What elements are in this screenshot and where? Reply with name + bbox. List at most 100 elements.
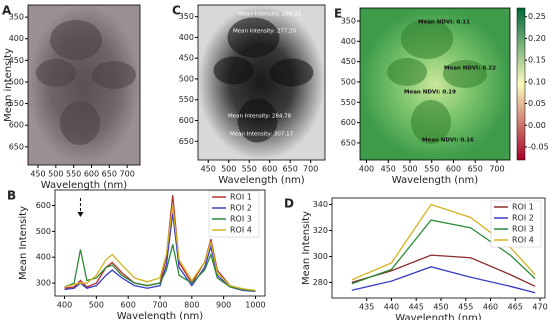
x-tick-label: 600 <box>121 301 136 310</box>
x-tick-label: 900 <box>216 301 231 310</box>
x-axis-title: Wavelength (nm) <box>395 313 481 320</box>
x-tick-label: 600 <box>446 165 461 174</box>
x-tick-label: 450 <box>381 165 396 174</box>
y-tick-label: 300 <box>313 252 328 261</box>
x-tick-label: 800 <box>184 301 199 310</box>
y-axis-title: Mean Intensity <box>18 206 29 280</box>
x-tick-label: 500 <box>48 170 63 179</box>
x-tick-label: 450 <box>201 165 216 174</box>
legend-label: ROI 2 <box>230 204 252 213</box>
y-tick-label: 500 <box>9 77 24 86</box>
x-axis-title: Wavelength (nm) <box>218 175 304 186</box>
annotation: Mean NDVI: 0.22 <box>444 66 496 72</box>
x-tick-label: 550 <box>424 165 439 174</box>
colorbar <box>516 7 526 161</box>
x-tick-label: 445 <box>409 303 424 312</box>
leaf <box>50 20 102 60</box>
x-tick-label: 455 <box>458 303 473 312</box>
arrow-head <box>77 212 84 217</box>
colorbar-tick-label: 0.25 <box>528 12 546 21</box>
y-tick-label: 280 <box>313 278 328 287</box>
colorbar-tick-label: 0.00 <box>528 121 546 130</box>
x-tick-label: 400 <box>359 165 374 174</box>
annotation: Mean NDVI: 0.19 <box>404 90 456 96</box>
y-tick-label: 340 <box>313 200 328 209</box>
axes-frame <box>331 197 546 299</box>
legend-label: ROI 1 <box>512 203 534 212</box>
colorbar-tick-label: 0.10 <box>528 77 546 86</box>
y-tick-label: 650 <box>9 142 24 151</box>
x-tick-label: 470 <box>532 303 547 312</box>
panel-label: B <box>7 189 16 203</box>
y-tick-label: 350 <box>9 13 24 22</box>
x-tick-label: 650 <box>283 165 298 174</box>
x-tick-label: 450 <box>30 170 45 179</box>
line <box>351 203 536 281</box>
annotation: Mean NDVI: 0.16 <box>422 138 474 144</box>
x-tick-label: 550 <box>66 170 81 179</box>
axes-frame <box>197 4 326 161</box>
leaf <box>443 60 487 88</box>
y-tick-label: 400 <box>9 34 24 43</box>
x-tick-label: 460 <box>483 303 498 312</box>
colorbar-tick-label: 0.15 <box>528 56 546 65</box>
legend-label: ROI 4 <box>230 226 252 235</box>
y-tick-label: 550 <box>179 95 194 104</box>
y-tick-label: 600 <box>36 201 51 210</box>
x-tick-label: 500 <box>402 165 417 174</box>
leaf <box>411 100 451 144</box>
y-tick-label: 650 <box>179 137 194 146</box>
y-tick-label: 450 <box>179 54 194 63</box>
x-axis-title: Wavelength (nm) <box>117 311 203 320</box>
x-axis-title: Wavelength (nm) <box>41 180 127 191</box>
panel-label: E <box>334 7 342 21</box>
line <box>64 244 256 292</box>
y-tick-label: 500 <box>36 227 51 236</box>
panel-label: A <box>2 4 12 18</box>
colorbar-tick-label: 0.20 <box>528 34 546 43</box>
axes-frame <box>359 7 511 161</box>
panel-label: C <box>172 4 181 18</box>
x-tick-label: 700 <box>489 165 504 174</box>
x-tick-label: 650 <box>468 165 483 174</box>
y-tick-label: 550 <box>341 98 356 107</box>
x-tick-label: 450 <box>433 303 448 312</box>
legend-label: ROI 3 <box>230 215 252 224</box>
y-tick-label: 450 <box>341 57 356 66</box>
colorbar-tick-label: 0.05 <box>528 99 546 108</box>
y-tick-label: 650 <box>341 138 356 147</box>
line <box>351 266 536 294</box>
leaf <box>60 101 100 145</box>
colorbar-tick-label: -0.05 <box>528 142 549 151</box>
x-tick-label: 550 <box>242 165 257 174</box>
annotation: Mean Intensity: 307.17 <box>230 132 294 138</box>
leaf <box>36 59 76 87</box>
annotation: Mean Intensity: 277.20 <box>233 29 297 35</box>
y-tick-label: 320 <box>313 226 328 235</box>
x-tick-label: 500 <box>89 301 104 310</box>
x-axis-title: Wavelength (nm) <box>392 175 478 186</box>
y-tick-label: 400 <box>36 253 51 262</box>
y-tick-label: 600 <box>9 121 24 130</box>
x-tick-label: 465 <box>508 303 523 312</box>
annotation: Mean Intensity: 284.78 <box>228 114 292 120</box>
y-tick-label: 500 <box>341 77 356 86</box>
line <box>351 219 536 285</box>
x-tick-label: 650 <box>102 170 117 179</box>
leaf <box>92 61 136 89</box>
x-tick-label: 700 <box>303 165 318 174</box>
panel-label: D <box>284 197 294 211</box>
legend-label: ROI 3 <box>512 225 534 234</box>
leaf <box>401 19 453 59</box>
y-tick-label: 300 <box>36 279 51 288</box>
y-tick-label: 350 <box>179 12 194 21</box>
x-tick-label: 700 <box>120 170 135 179</box>
line <box>64 213 256 292</box>
x-tick-label: 700 <box>152 301 167 310</box>
x-tick-label: 440 <box>384 303 399 312</box>
leaf <box>237 98 278 143</box>
axes-frame <box>27 4 141 166</box>
y-tick-label: 550 <box>9 99 24 108</box>
x-tick-label: 500 <box>221 165 236 174</box>
